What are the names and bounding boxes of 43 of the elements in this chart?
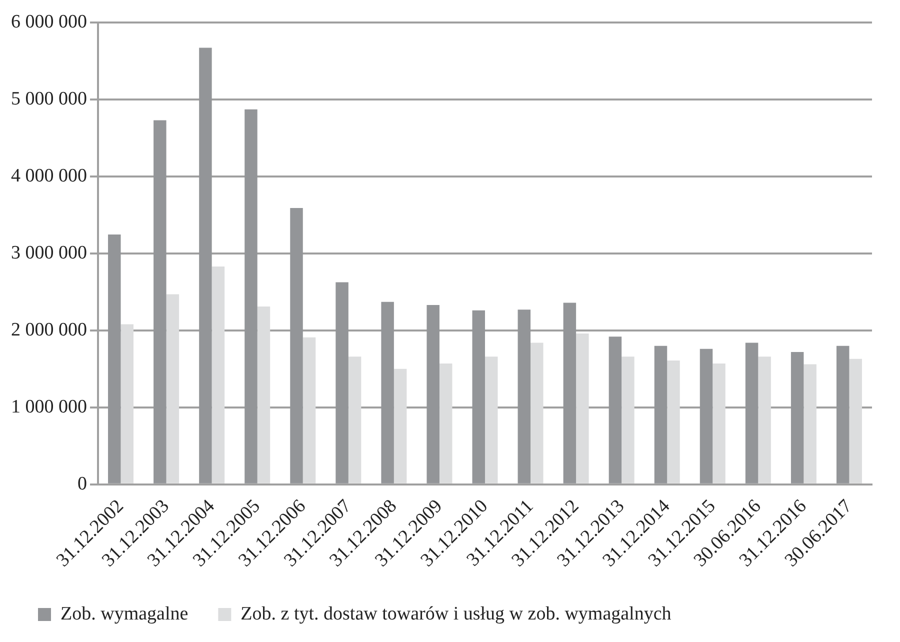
bar [302, 337, 316, 484]
legend-label: Zob. z tyt. dostaw towarów i usług w zob. wymagalnych [240, 603, 672, 624]
y-tick-label: 4 000 000 [11, 165, 87, 186]
bar [472, 310, 485, 484]
bar [154, 120, 166, 484]
bar [290, 208, 303, 484]
y-tick-label: 6 000 000 [11, 11, 87, 32]
y-tick-label: 2 000 000 [11, 319, 87, 340]
bar [622, 356, 634, 484]
bar [212, 266, 225, 484]
bar [485, 356, 498, 484]
bar [804, 364, 816, 484]
bar [199, 48, 212, 484]
bar [654, 346, 668, 484]
y-tick-label: 0 [78, 473, 87, 494]
bar [745, 342, 758, 484]
bar [257, 306, 270, 484]
bar [700, 348, 713, 484]
bar [758, 356, 771, 484]
bar [518, 310, 531, 484]
bar [530, 342, 544, 484]
bar [790, 352, 804, 484]
bar [394, 368, 407, 484]
bar [712, 364, 726, 484]
legend-label: Zob. wymagalne [60, 603, 188, 624]
bar [108, 234, 121, 484]
y-tick-label: 3 000 000 [11, 242, 87, 264]
y-tick-label: 1 000 000 [11, 396, 87, 418]
bar [244, 109, 258, 484]
bar [576, 333, 589, 484]
y-tick-label: 5 000 000 [11, 88, 87, 110]
bar [608, 336, 622, 484]
bar [348, 356, 362, 484]
bar [836, 346, 850, 484]
bar [120, 324, 134, 484]
bar [563, 302, 576, 484]
bar [439, 364, 452, 484]
bar [166, 294, 180, 484]
bar [667, 360, 680, 484]
bar [426, 305, 440, 484]
bar [849, 358, 862, 484]
bar [336, 282, 348, 484]
bar [381, 302, 394, 484]
